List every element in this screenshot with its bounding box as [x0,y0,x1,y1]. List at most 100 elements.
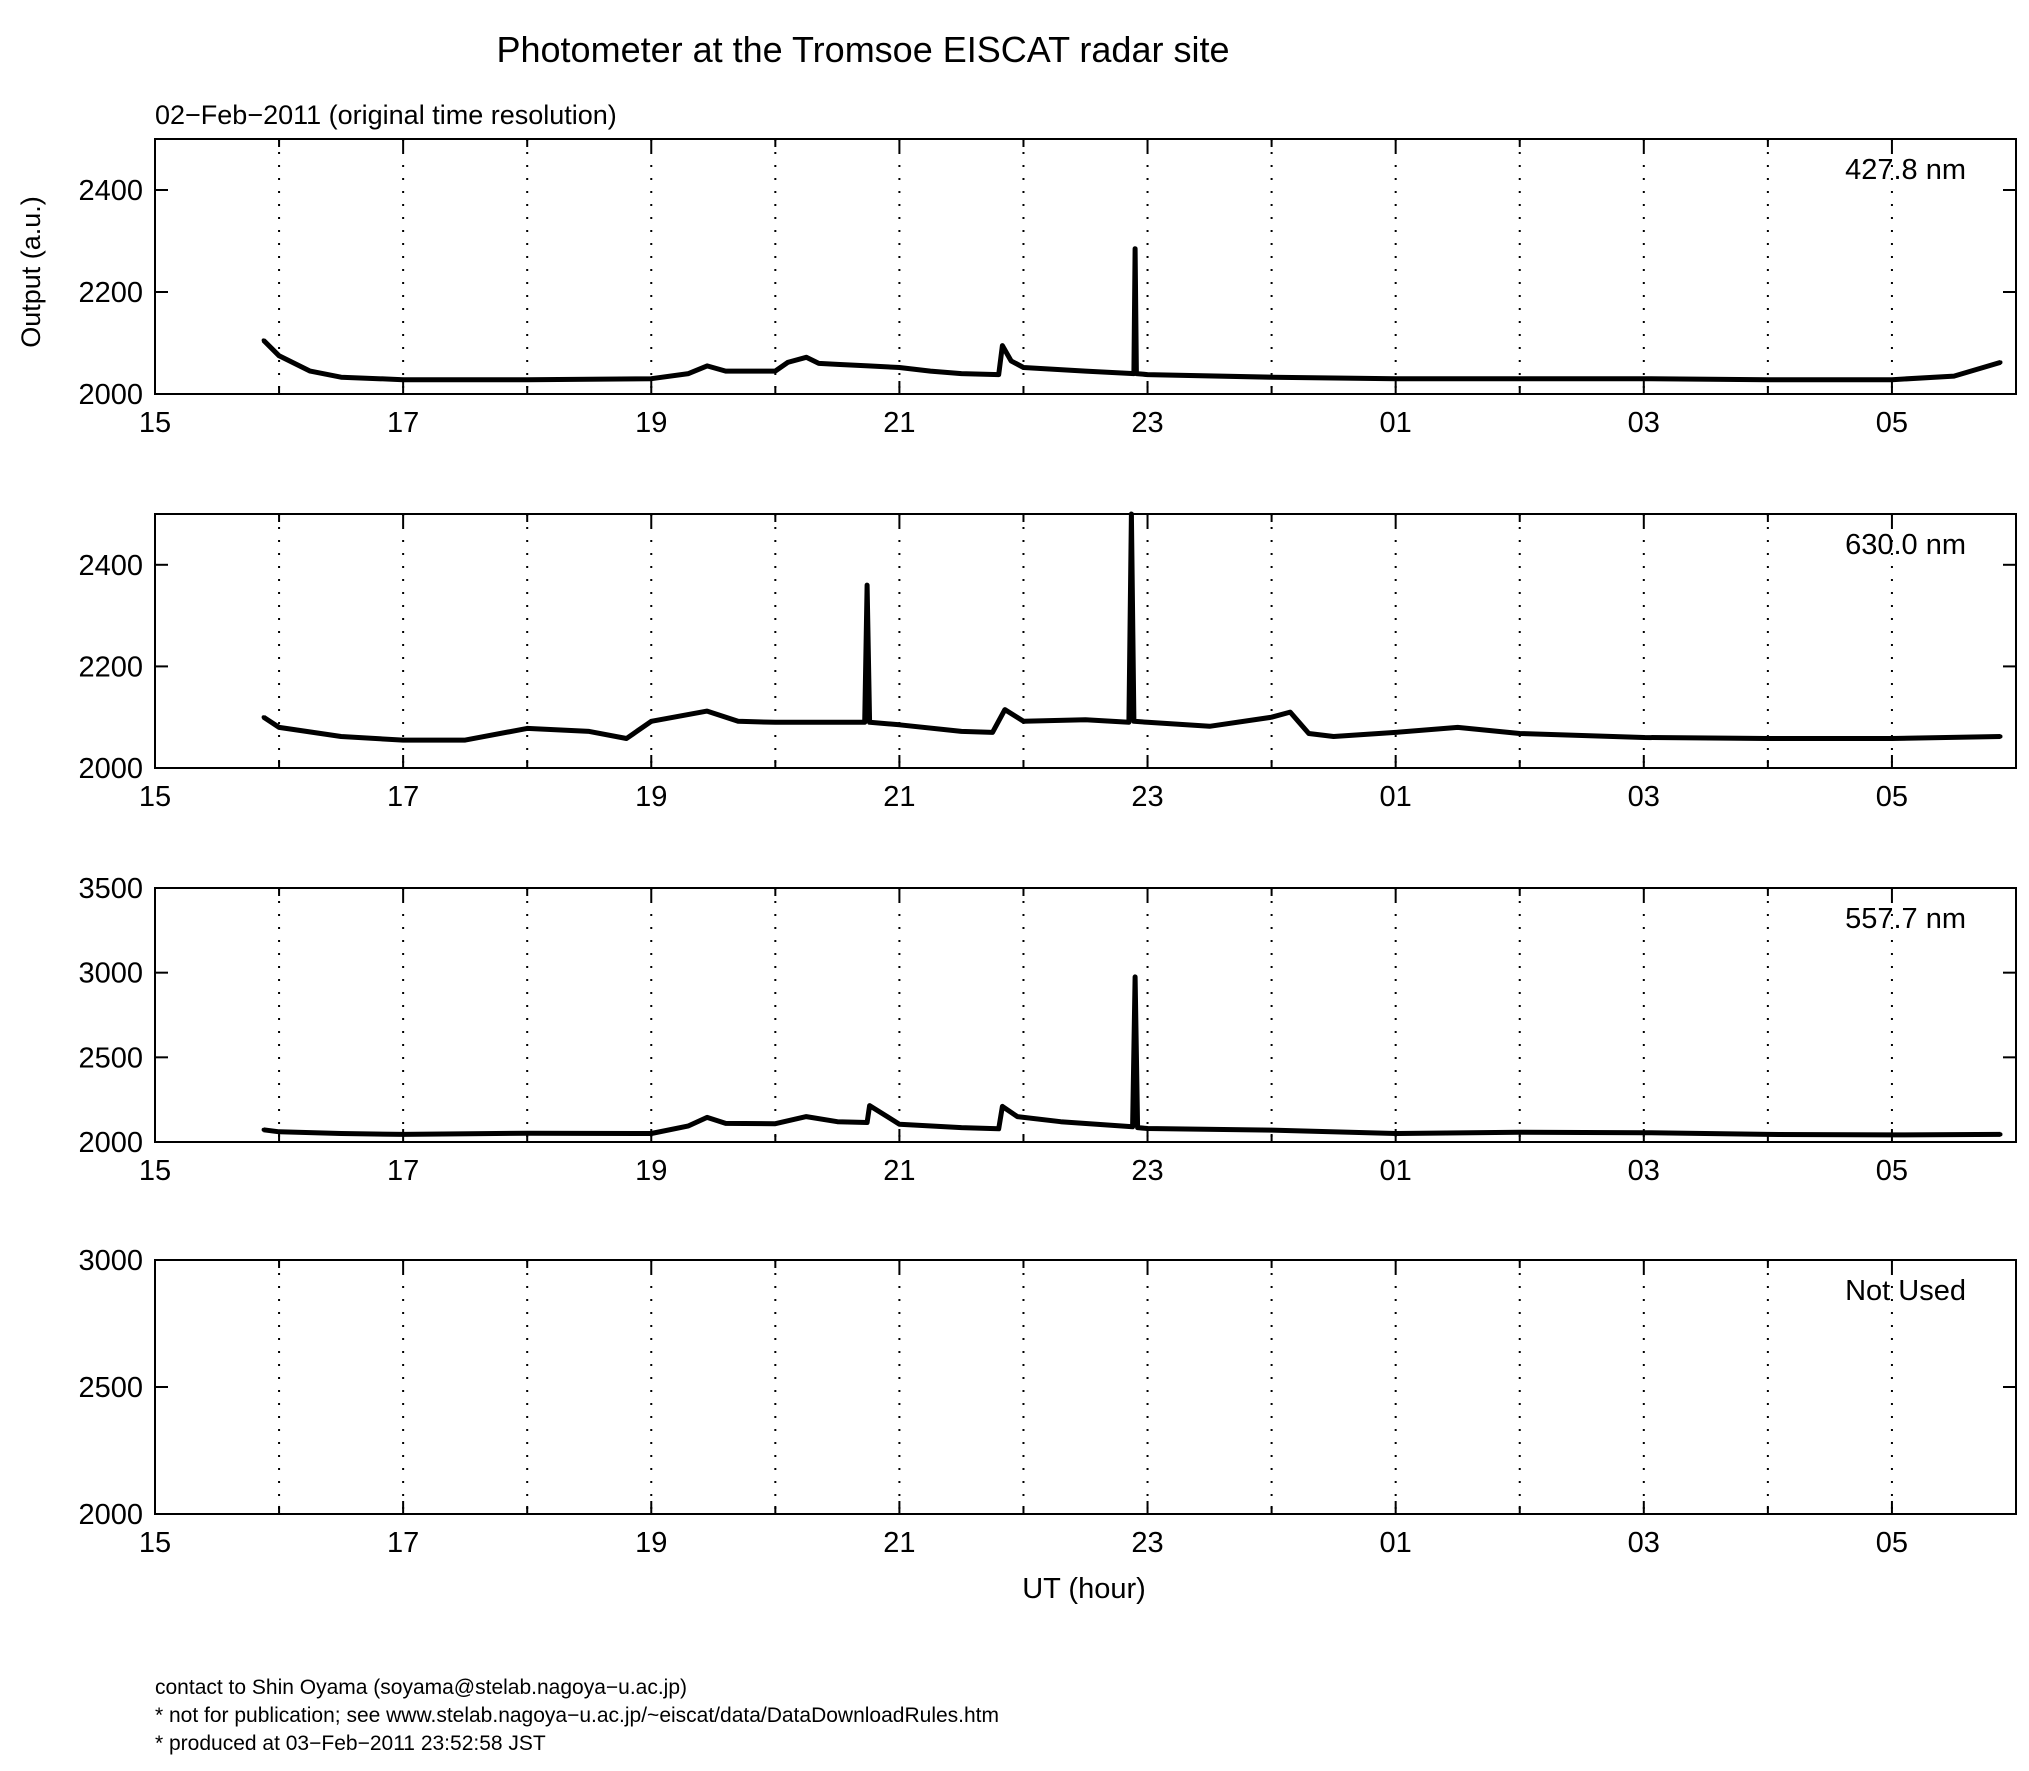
data-point [339,375,344,380]
data-point [1269,375,1274,380]
x-tick-label: 03 [1628,1155,1660,1187]
y-tick-label: 2000 [78,1127,143,1159]
data-point [705,363,710,368]
data-point [959,371,964,376]
data-point [866,363,871,368]
data-point [277,725,282,730]
data-point [835,720,840,725]
series-line [263,974,2001,1138]
data-point [587,729,592,734]
x-tick-label: 21 [883,1155,915,1187]
data-point [867,1103,872,1108]
x-tick-label: 01 [1380,1527,1412,1559]
panel-1: 15 17 19 21 23 01 03 05 2000 2200 2400 427.8 nm [78,138,2017,439]
data-point [649,376,654,381]
data-point [261,1127,266,1132]
x-tick-label: 19 [635,1527,667,1559]
data-point [816,361,821,366]
data-point [1393,1131,1398,1136]
data-point [1269,1128,1274,1133]
data-point [1641,735,1646,740]
y-tick-label: 2500 [78,1372,143,1404]
data-point [1000,343,1005,348]
x-tick-label: 23 [1131,407,1163,439]
data-point [705,1115,710,1120]
data-point [1145,720,1150,725]
data-point [996,1126,1001,1131]
data-point [308,369,313,374]
x-tick-label: 15 [139,407,171,439]
data-point [339,734,344,739]
data-point [1641,1130,1646,1135]
data-point [1765,736,1770,741]
y-tick-label: 2200 [78,277,143,309]
x-tick-label: 19 [635,407,667,439]
x-tick-label: 15 [139,1155,171,1187]
data-point [649,1131,654,1136]
data-point [1021,365,1026,370]
data-point [1000,1104,1005,1109]
panel-2: 15 17 19 21 23 01 03 05 2000 2200 2400 630.0 nm [78,511,2017,813]
data-point [277,353,282,358]
data-point [1021,719,1026,724]
data-point [649,719,654,724]
data-point [525,1131,530,1136]
chart-title: Photometer at the Tromsoe EISCAT radar s… [497,29,1230,70]
x-tick-label: 05 [1876,407,1908,439]
data-point [1765,1132,1770,1137]
y-tick-label: 2400 [78,550,143,582]
data-point [401,738,406,743]
data-point [1083,717,1088,722]
data-point [804,1114,809,1119]
y-tick-label: 2000 [78,379,143,411]
data-point [990,730,995,735]
data-point [1015,1114,1020,1119]
data-point [736,719,741,724]
x-tick-label: 21 [883,1527,915,1559]
panel-label: Not Used [1845,1275,1966,1307]
x-tick-label: 23 [1131,1527,1163,1559]
x-tick-label: 15 [139,781,171,813]
data-point [1517,731,1522,736]
data-point [1288,710,1293,715]
data-point [686,1123,691,1128]
x-tick-label: 01 [1380,781,1412,813]
data-point [1269,715,1274,720]
data-point [525,726,530,731]
data-point [785,360,790,365]
data-point [1889,377,1894,382]
data-point [1145,1126,1150,1131]
axes-frame [154,887,2017,1143]
panel-label: 427.8 nm [1845,154,1966,186]
x-tick-label: 03 [1628,781,1660,813]
footer-contact: contact to Shin Oyama (soyama@stelab.nag… [155,1676,688,1699]
data-point [865,583,870,588]
data-point [1641,376,1646,381]
data-point [1998,360,2003,365]
data-point [996,372,1001,377]
x-tick-label: 21 [883,781,915,813]
data-point [773,369,778,374]
data-point [1134,371,1139,376]
data-point [1129,512,1134,516]
data-point [1517,376,1522,381]
x-tick-label: 23 [1131,781,1163,813]
panel-4: 15 17 19 21 23 01 03 05 2000 2500 3000 Not Used [78,1245,2017,1559]
data-point [1393,376,1398,381]
x-tick-label: 15 [139,1527,171,1559]
data-point [723,1121,728,1126]
data-point [463,738,468,743]
data-point [705,709,710,714]
x-tick-label: 19 [635,781,667,813]
x-tick-label: 23 [1131,1155,1163,1187]
data-point [959,1125,964,1130]
data-point [897,1122,902,1127]
y-axis-label: Output (a.u.) [16,196,46,348]
data-point [865,1120,870,1125]
y-tick-label: 3000 [78,1245,143,1277]
data-point [1952,374,1956,379]
data-point [1207,724,1212,729]
data-point [525,377,530,382]
data-point [897,722,902,727]
